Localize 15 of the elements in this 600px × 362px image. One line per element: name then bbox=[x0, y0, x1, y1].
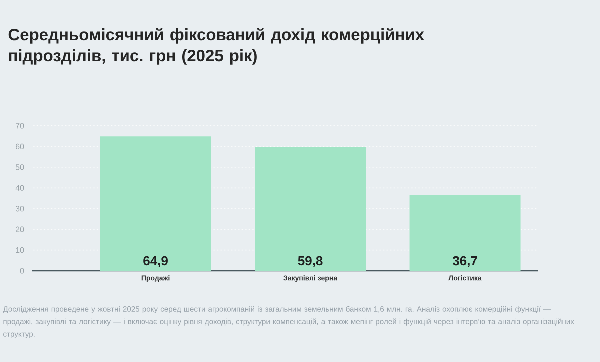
y-tick-label: 50 bbox=[16, 164, 24, 170]
data-label: 59,8 bbox=[298, 256, 323, 268]
bar bbox=[410, 194, 521, 272]
y-tick-label: 20 bbox=[16, 226, 24, 232]
bar bbox=[100, 136, 212, 272]
data-label: 64,9 bbox=[144, 256, 168, 268]
y-tick-label: 70 bbox=[16, 123, 24, 129]
bar bbox=[255, 147, 366, 272]
y-tick-label: 10 bbox=[16, 247, 24, 254]
y-tick-label: 40 bbox=[16, 185, 24, 191]
y-tick-label: 0 bbox=[20, 268, 24, 274]
chart-title: Середньомісячний фіксований дохід комерційних підрозділів, тис. грн (2025 рік) bbox=[8, 28, 424, 65]
y-tick-label: 60 bbox=[16, 144, 24, 150]
y-tick-label: 30 bbox=[16, 206, 24, 212]
data-label: 36,7 bbox=[452, 256, 478, 268]
